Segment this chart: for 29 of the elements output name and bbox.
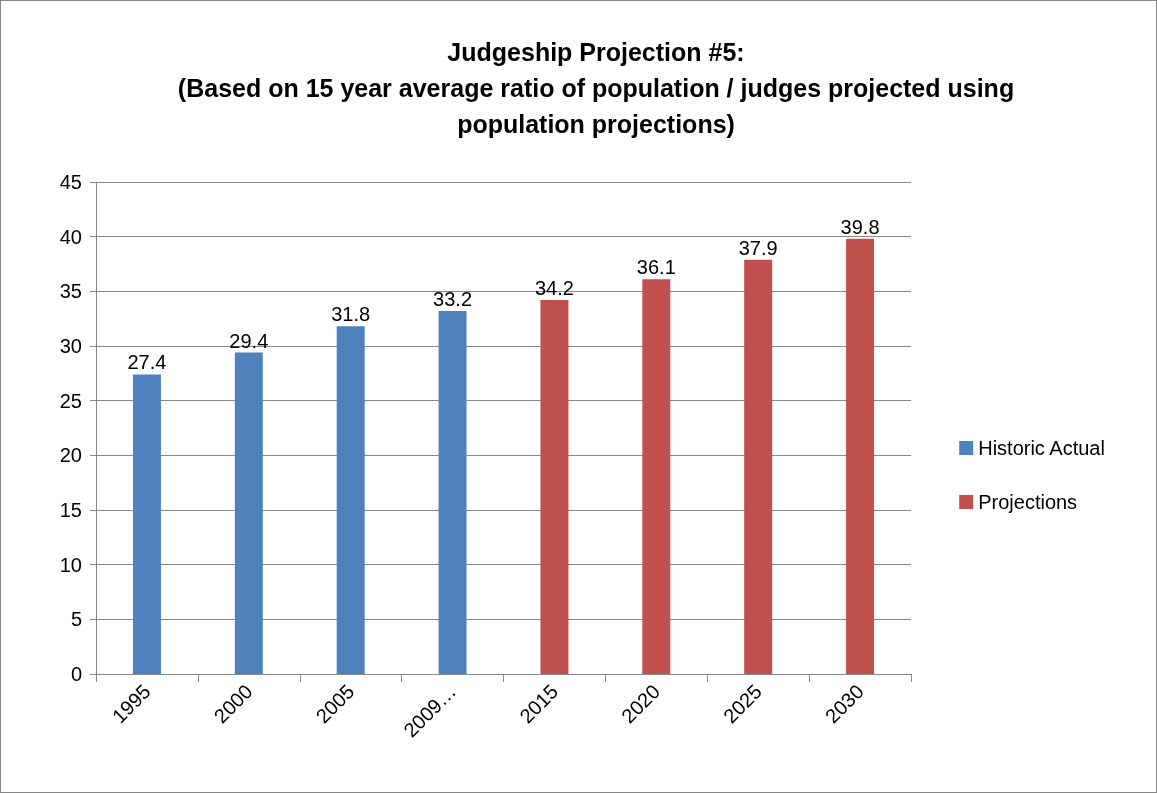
y-tick-label: 15 <box>59 499 82 521</box>
bar <box>132 374 161 674</box>
bar <box>744 259 773 674</box>
data-label: 39.8 <box>840 215 880 238</box>
bar <box>846 238 875 674</box>
data-label: 31.8 <box>331 303 371 326</box>
y-tick-label: 5 <box>70 608 82 631</box>
data-label: 29.4 <box>229 329 269 352</box>
data-label: 36.1 <box>636 256 676 279</box>
chart-title: Judgeship Projection #5: (Based on 15 year average ratio of population / judges projected using population projections) <box>177 38 1015 138</box>
data-label: 33.2 <box>433 288 473 311</box>
y-tick-label: 30 <box>59 335 82 357</box>
bar <box>642 279 671 674</box>
y-tick-label: 40 <box>59 225 82 248</box>
y-tick-label: 20 <box>59 444 82 467</box>
y-tick-label: 0 <box>70 663 82 685</box>
legend-label: Historic Actual <box>978 437 1105 459</box>
y-tick-label: 10 <box>59 553 82 576</box>
legend-label: Projections <box>978 491 1078 513</box>
data-label: 34.2 <box>534 277 574 300</box>
bar <box>336 326 365 674</box>
bar <box>540 300 569 674</box>
y-tick-label: 45 <box>59 171 82 193</box>
y-tick-label: 25 <box>59 389 82 412</box>
data-label: 27.4 <box>127 351 167 374</box>
y-tick-label: 35 <box>59 280 82 303</box>
bar <box>234 352 263 674</box>
bar <box>438 311 467 674</box>
data-label: 37.9 <box>738 236 778 259</box>
